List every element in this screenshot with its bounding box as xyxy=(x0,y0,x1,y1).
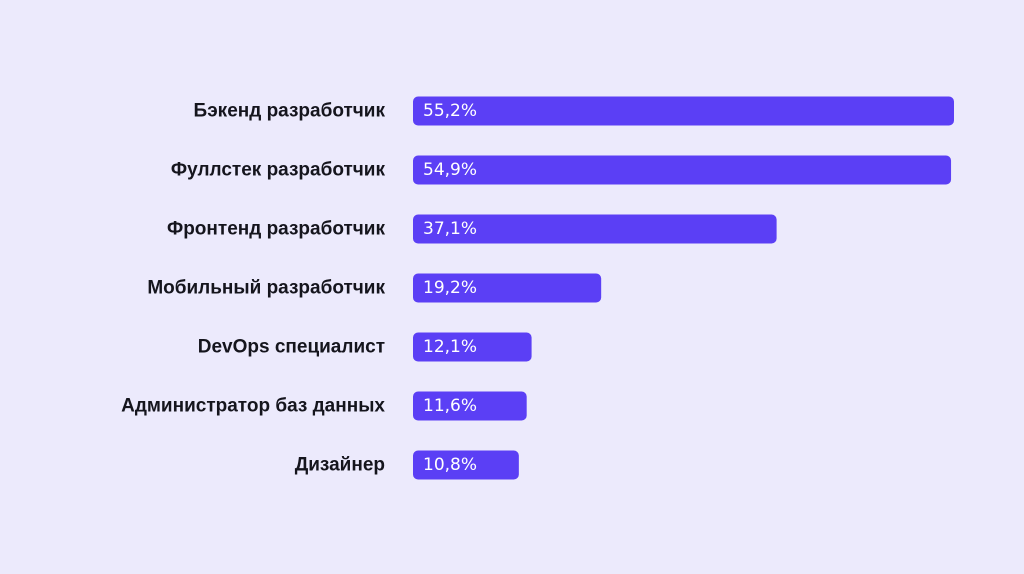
bar xyxy=(413,96,954,126)
bar xyxy=(413,214,777,244)
category-label: Мобильный разработчик xyxy=(147,278,385,299)
value-label: 19,2% xyxy=(423,278,477,298)
category-label: Фронтенд разработчик xyxy=(167,219,385,240)
bar xyxy=(413,450,519,480)
value-label: 10,8% xyxy=(423,455,477,475)
category-label: DevOps специалист xyxy=(198,337,385,358)
bar xyxy=(413,391,527,421)
category-label: Фуллстек разработчик xyxy=(171,160,386,181)
value-label: 55,2% xyxy=(423,101,477,121)
bar xyxy=(413,155,952,185)
category-label: Администратор баз данных xyxy=(121,396,385,417)
bars-group: Бэкенд разработчик 55,2% Фуллстек разработ… xyxy=(121,96,954,480)
category-label: Бэкенд разработчик xyxy=(194,101,386,122)
bar xyxy=(413,273,602,303)
value-label: 54,9% xyxy=(423,160,477,180)
value-label: 12,1% xyxy=(423,337,477,357)
bar xyxy=(413,332,532,362)
category-label: Дизайнер xyxy=(295,455,385,476)
value-label: 11,6% xyxy=(423,396,477,416)
value-label: 37,1% xyxy=(423,219,477,239)
